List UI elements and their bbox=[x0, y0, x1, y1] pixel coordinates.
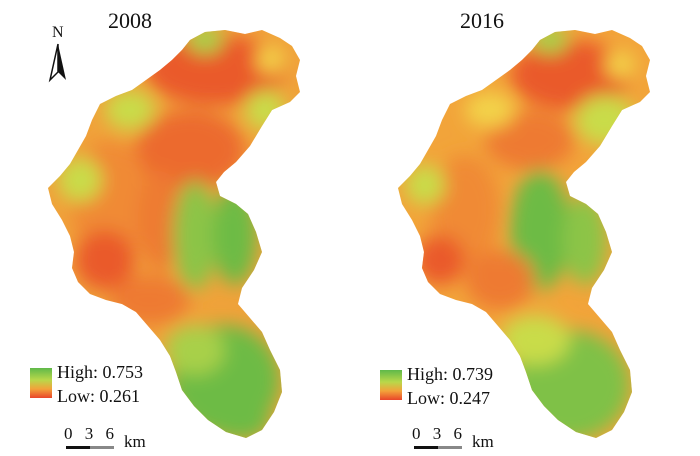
scale-bar-line bbox=[66, 446, 114, 449]
legend-high-label: High: 0.739 bbox=[407, 364, 494, 384]
scale-bar-ticks: 0 3 6 bbox=[64, 424, 118, 443]
scale-bar-unit: km bbox=[124, 432, 146, 451]
map-panel-2008: 2008 N High: 0.753 Low: 0.261 0 3 6 km bbox=[30, 8, 300, 451]
legend-high-label: High: 0.753 bbox=[57, 362, 144, 382]
scale-bar-ticks: 0 3 6 bbox=[412, 424, 466, 443]
legend-low-label: Low: 0.247 bbox=[407, 388, 490, 408]
legend-low-label: Low: 0.261 bbox=[57, 386, 140, 406]
study-area-map-2008 bbox=[48, 30, 300, 438]
north-letter: N bbox=[52, 24, 64, 41]
scale-bar-unit: km bbox=[472, 432, 494, 451]
north-arrow-icon bbox=[48, 43, 66, 83]
study-area-map-2016 bbox=[398, 30, 650, 438]
legend-gradient bbox=[380, 370, 402, 400]
scale-bar-line bbox=[414, 446, 462, 449]
map-year-label: 2016 bbox=[460, 8, 504, 33]
north-arrow: N bbox=[42, 24, 74, 84]
map-year-label: 2008 bbox=[108, 8, 152, 33]
map-panel-2016: 2016 High: 0.739 Low: 0.247 0 3 6 km bbox=[350, 0, 700, 456]
legend-gradient bbox=[30, 368, 52, 398]
